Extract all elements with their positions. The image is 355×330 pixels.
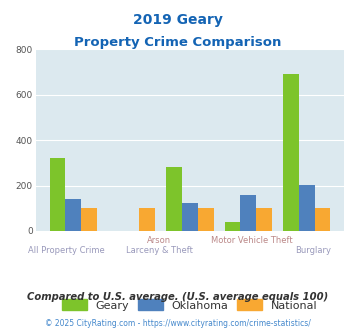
Bar [198, 208, 214, 231]
Bar [182, 203, 198, 231]
Text: Burglary: Burglary [295, 246, 332, 255]
Bar [256, 208, 272, 231]
Bar [65, 199, 81, 231]
Bar [166, 167, 182, 231]
Text: Property Crime Comparison: Property Crime Comparison [74, 36, 281, 49]
Text: Larceny & Theft: Larceny & Theft [126, 246, 192, 255]
Text: All Property Crime: All Property Crime [28, 246, 105, 255]
Text: 2019 Geary: 2019 Geary [132, 13, 223, 27]
Text: Motor Vehicle Theft: Motor Vehicle Theft [211, 236, 293, 245]
Text: Arson: Arson [147, 236, 171, 245]
Bar [140, 208, 155, 231]
Bar [225, 222, 240, 231]
Bar [299, 185, 315, 231]
Bar [315, 208, 330, 231]
Bar [50, 158, 65, 231]
Bar [283, 75, 299, 231]
Text: © 2025 CityRating.com - https://www.cityrating.com/crime-statistics/: © 2025 CityRating.com - https://www.city… [45, 319, 310, 328]
Legend: Geary, Oklahoma, National: Geary, Oklahoma, National [58, 295, 322, 315]
Text: Compared to U.S. average. (U.S. average equals 100): Compared to U.S. average. (U.S. average … [27, 292, 328, 302]
Bar [240, 195, 256, 231]
Bar [81, 208, 97, 231]
